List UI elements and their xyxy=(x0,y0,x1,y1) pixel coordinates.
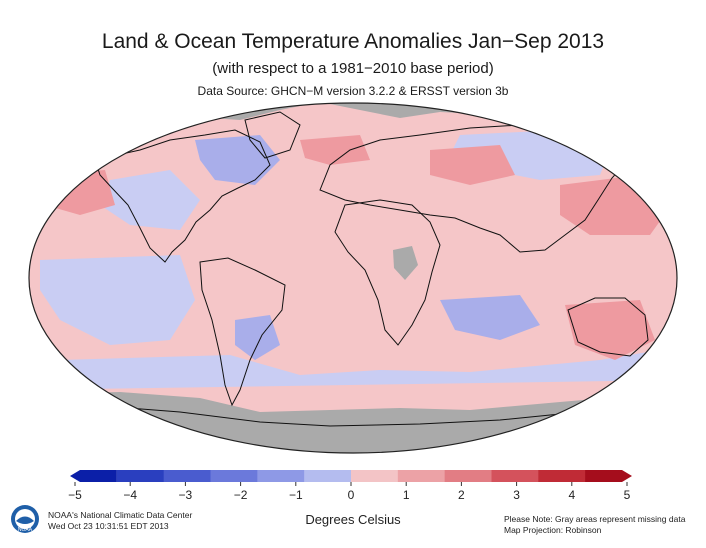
warm-anomaly-central-asia xyxy=(430,145,515,185)
noaa-logo-icon: NOAA xyxy=(11,505,39,533)
page-title: Land & Ocean Temperature Anomalies Jan−S… xyxy=(101,30,605,53)
cool-anomaly-north-atlantic xyxy=(195,135,280,185)
cool-anomaly-indian-ocean xyxy=(440,295,540,340)
colorbar-segment-negative xyxy=(304,470,352,482)
colorbar-segments xyxy=(70,470,632,482)
outline-greenland xyxy=(244,111,301,159)
colorbar-tick-label: −2 xyxy=(234,488,248,502)
globe-border xyxy=(28,102,678,454)
colorbar-ticks: −5 −4 −3 −2 −1 0 1 2 3 4 5 xyxy=(68,482,631,502)
colorbar-tick-label: −5 xyxy=(68,488,82,502)
colorbar-tick-label: −4 xyxy=(123,488,137,502)
colorbar-segment-positive xyxy=(585,470,622,482)
colorbar-arrow-low xyxy=(70,470,80,482)
colorbar-tick-label: 1 xyxy=(403,488,410,502)
colorbar-tick-label: 0 xyxy=(348,488,355,502)
map-body xyxy=(29,103,677,453)
cool-anomaly-south-ocean xyxy=(29,350,677,390)
colorbar-tick-label: −1 xyxy=(289,488,303,502)
colorbar-tick-label: 4 xyxy=(568,488,575,502)
colorbar-segment-negative xyxy=(80,470,117,482)
org-timestamp: Wed Oct 23 10:31:51 EDT 2013 xyxy=(48,521,169,531)
colorbar-segment-negative xyxy=(163,470,211,482)
colorbar-tick-label: −3 xyxy=(179,488,193,502)
colorbar-segment-negative xyxy=(210,470,258,482)
colorbar-segment-negative xyxy=(257,470,305,482)
logo-text: NOAA xyxy=(18,527,33,533)
outline-north-america xyxy=(94,129,271,263)
colorbar-tick-label: 3 xyxy=(513,488,520,502)
missing-data-africa xyxy=(393,246,418,280)
colorbar-segment-positive xyxy=(397,470,446,482)
outline-south-america xyxy=(199,257,286,407)
projection-note: Map Projection: Robinson xyxy=(504,525,602,535)
cool-anomaly-north-pacific xyxy=(100,170,200,230)
colorbar-tick-label: 5 xyxy=(624,488,631,502)
warm-anomaly-australia xyxy=(565,300,655,360)
cool-anomaly-east-pacific xyxy=(40,255,195,345)
warm-anomaly-europe-north xyxy=(300,135,370,165)
org-name: NOAA's National Climatic Data Center xyxy=(48,510,193,520)
data-source: Data Source: GHCN−M version 3.2.2 & ERSS… xyxy=(197,84,509,98)
page-subtitle: (with respect to a 1981−2010 base period… xyxy=(212,60,494,77)
outline-africa xyxy=(334,199,441,346)
map-notes: Please Note: Gray areas represent missin… xyxy=(504,514,685,536)
missing-data-note: Please Note: Gray areas represent missin… xyxy=(504,514,686,524)
org-credit: NOAA's National Climatic Data Center Wed… xyxy=(48,510,192,532)
colorbar-segment-positive xyxy=(538,470,586,482)
colorbar-segment-positive xyxy=(491,470,539,482)
colorbar-segment-positive xyxy=(444,470,492,482)
colorbar-segment-negative xyxy=(116,470,165,482)
colorbar-arrow-high xyxy=(622,470,632,482)
colorbar-segment-positive xyxy=(351,470,399,482)
colorbar-label: Degrees Celsius xyxy=(305,512,401,527)
outline-australia xyxy=(567,297,649,357)
outline-eurasia xyxy=(319,124,631,253)
colorbar-tick-label: 2 xyxy=(458,488,465,502)
